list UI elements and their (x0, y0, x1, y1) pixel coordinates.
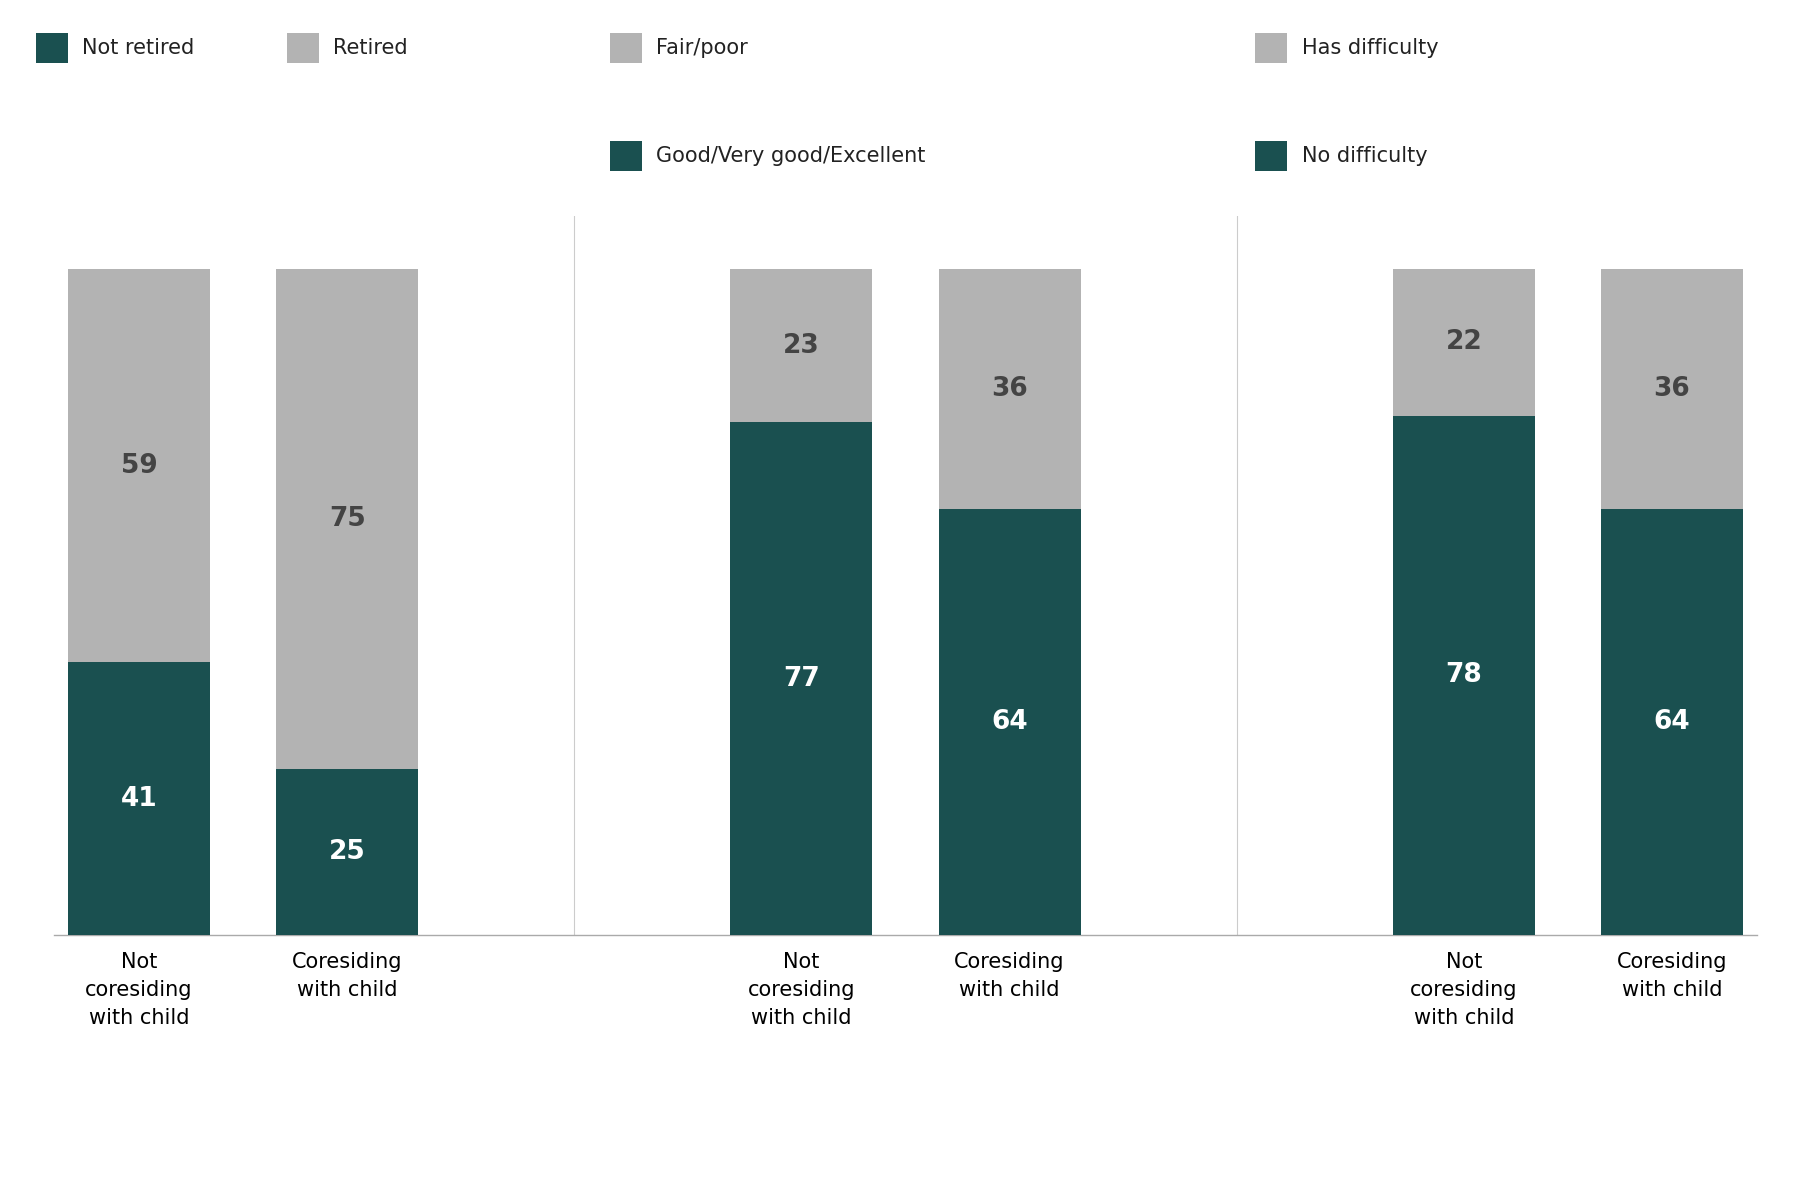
Text: Retired: Retired (333, 38, 409, 58)
Text: Good/Very good/Excellent: Good/Very good/Excellent (656, 146, 925, 165)
Text: 22: 22 (1445, 330, 1483, 355)
Bar (1601, 269, 1743, 508)
Bar (938, 269, 1081, 508)
Text: 78: 78 (1445, 662, 1483, 688)
Bar (68, 269, 210, 662)
Text: 77: 77 (784, 665, 819, 692)
Bar (68, 662, 210, 935)
Text: 64: 64 (992, 709, 1027, 735)
Text: 23: 23 (784, 332, 819, 359)
Text: 36: 36 (992, 376, 1027, 402)
Bar (938, 508, 1081, 935)
Text: Not retired: Not retired (82, 38, 195, 58)
Text: No difficulty: No difficulty (1302, 146, 1427, 165)
Bar (1393, 269, 1535, 416)
Bar (730, 269, 873, 422)
Bar (730, 422, 873, 935)
Text: 36: 36 (1653, 376, 1691, 402)
Text: 41: 41 (120, 785, 158, 812)
Text: 75: 75 (328, 506, 366, 532)
Bar (276, 269, 418, 769)
Text: Has difficulty: Has difficulty (1302, 38, 1438, 58)
Bar (276, 769, 418, 935)
Text: 64: 64 (1653, 709, 1691, 735)
Text: 25: 25 (328, 839, 366, 864)
Text: 59: 59 (120, 452, 158, 478)
Bar (1393, 416, 1535, 935)
Bar (1601, 508, 1743, 935)
Text: Fair/poor: Fair/poor (656, 38, 748, 58)
